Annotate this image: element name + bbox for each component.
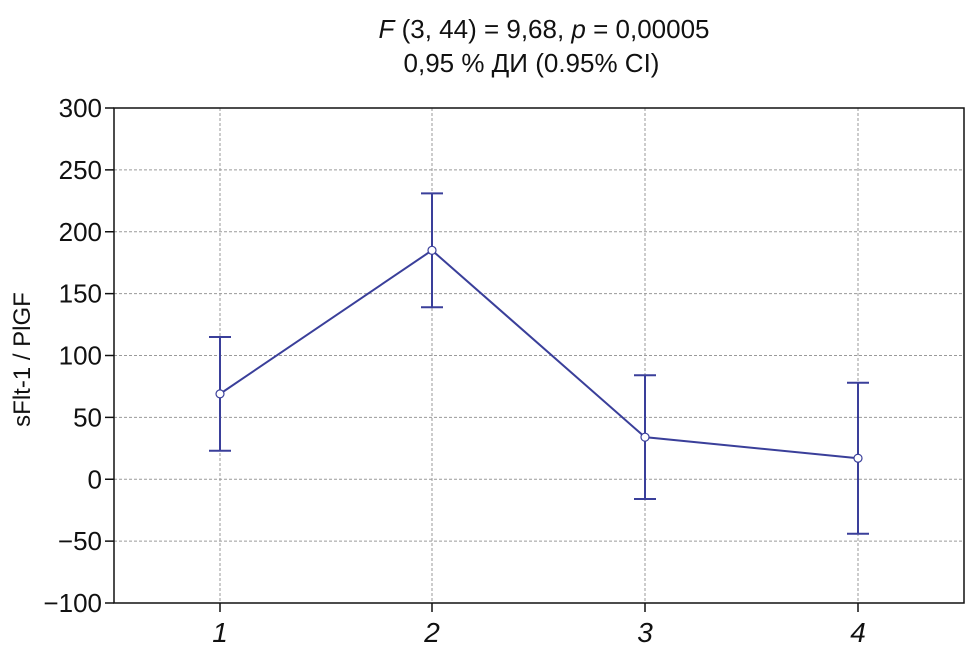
data-point <box>427 245 437 255</box>
chart-title-line1: F (3, 44) = 9,68, p = 0,00005 <box>120 12 968 46</box>
x-tick-label: 3 <box>637 617 653 648</box>
data-point <box>640 432 650 442</box>
grid-lines <box>114 108 964 603</box>
y-tick-label: 150 <box>59 279 102 309</box>
y-tick-label: 250 <box>59 155 102 185</box>
y-tick-label: 300 <box>59 93 102 123</box>
y-axis-label: sFlt-1 / PlGF <box>9 292 36 427</box>
y-tick-label: 100 <box>59 341 102 371</box>
y-tick-label: −50 <box>58 526 102 556</box>
p-value: = 0,00005 <box>585 14 710 44</box>
y-tick-label: 200 <box>59 217 102 247</box>
x-axis-ticks: 1 2 3 4 <box>212 603 866 648</box>
series-line <box>219 249 859 460</box>
f-stat-symbol: F <box>378 14 395 44</box>
chart-title-line2: 0,95 % ДИ (0.95% CI) <box>403 48 660 78</box>
x-tick-label: 2 <box>423 617 440 648</box>
data-point <box>853 453 863 463</box>
chart-title: F (3, 44) = 9,68, p = 0,00005 0,95 % ДИ … <box>0 12 968 80</box>
data-points <box>215 245 863 463</box>
error-bars <box>209 192 869 535</box>
y-tick-label: 50 <box>73 402 102 432</box>
data-point <box>215 389 225 399</box>
x-tick-label: 4 <box>850 617 866 648</box>
y-tick-label: −100 <box>43 588 102 618</box>
f-stat-args: (3, 44) = 9,68, <box>394 14 572 44</box>
y-axis-ticks: 300 250 200 150 100 50 0 −50 −100 <box>43 93 114 618</box>
p-symbol: p <box>571 14 586 44</box>
x-tick-label: 1 <box>212 617 228 648</box>
y-tick-label: 0 <box>88 464 102 494</box>
